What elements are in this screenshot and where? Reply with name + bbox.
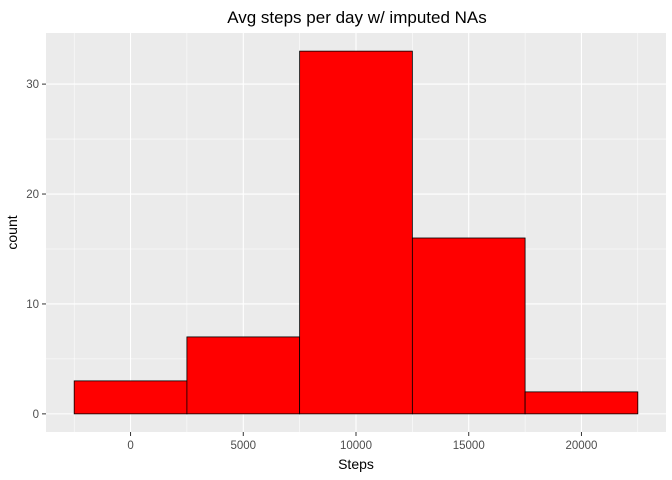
- histogram-bar-1: [73, 380, 188, 415]
- x-tick-label: 15000: [453, 440, 485, 452]
- y-tick-label: 0: [33, 409, 39, 421]
- histogram-bar-5: [524, 391, 639, 415]
- x-axis-title: Steps: [338, 456, 374, 472]
- x-axis-ticks: 0 5000 10000 15000 20000: [127, 432, 597, 452]
- histogram-bar-2: [186, 336, 301, 415]
- y-axis-ticks: 0 10 20 30: [26, 79, 46, 421]
- y-tick-label: 10: [26, 299, 39, 311]
- chart-title: Avg steps per day w/ imputed NAs: [227, 8, 487, 27]
- x-tick-label: 10000: [340, 440, 372, 452]
- y-tick-label: 20: [26, 189, 39, 201]
- x-tick-label: 0: [127, 440, 133, 452]
- histogram-bars: [73, 50, 639, 415]
- histogram-bar-4: [411, 237, 526, 415]
- y-axis-title: count: [4, 215, 20, 249]
- histogram-bar-3: [299, 50, 413, 415]
- x-tick-label: 20000: [565, 440, 597, 452]
- x-tick-label: 5000: [230, 440, 256, 452]
- y-tick-label: 30: [26, 79, 39, 91]
